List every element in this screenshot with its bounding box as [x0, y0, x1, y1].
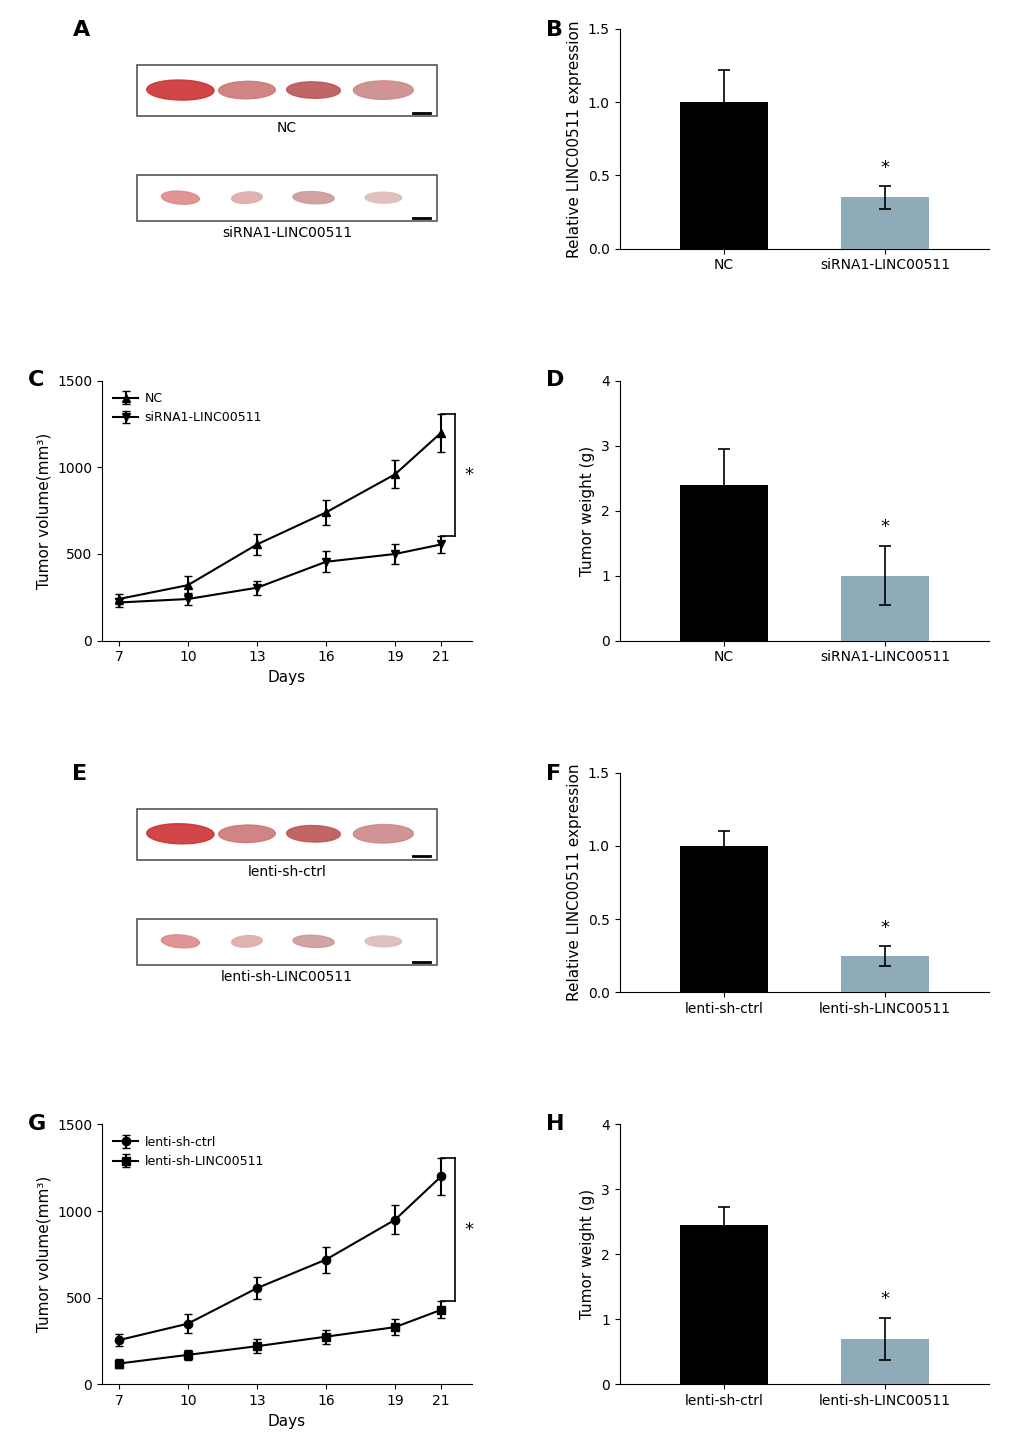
Text: *: * [464, 466, 473, 483]
Y-axis label: Relative LINC00511 expression: Relative LINC00511 expression [567, 764, 582, 1001]
Bar [680, 485, 767, 640]
Bar [840, 575, 928, 640]
Y-axis label: Tumor volume(mm³): Tumor volume(mm³) [37, 1177, 52, 1332]
Text: C: C [29, 371, 45, 391]
Text: A: A [72, 20, 90, 40]
Text: F: F [545, 764, 560, 784]
Legend: NC, siRNA1-LINC00511: NC, siRNA1-LINC00511 [108, 386, 267, 430]
Bar [680, 1226, 767, 1384]
Y-axis label: Tumor volume(mm³): Tumor volume(mm³) [37, 433, 52, 588]
Bar [840, 956, 928, 992]
Bar [840, 198, 928, 249]
Text: *: * [879, 919, 889, 937]
Bar [680, 846, 767, 992]
Y-axis label: Tumor weight (g): Tumor weight (g) [580, 446, 595, 575]
Bar [840, 1338, 928, 1384]
Text: *: * [879, 1289, 889, 1308]
Text: G: G [29, 1115, 46, 1133]
Legend: lenti-sh-ctrl, lenti-sh-LINC00511: lenti-sh-ctrl, lenti-sh-LINC00511 [108, 1131, 269, 1172]
Bar [680, 102, 767, 249]
Text: *: * [879, 518, 889, 536]
Text: *: * [879, 159, 889, 177]
Text: E: E [72, 764, 88, 784]
Y-axis label: Tumor weight (g): Tumor weight (g) [580, 1190, 595, 1319]
X-axis label: Days: Days [268, 1413, 306, 1429]
Y-axis label: Relative LINC00511 expression: Relative LINC00511 expression [567, 20, 582, 258]
Text: D: D [545, 371, 564, 391]
Text: B: B [545, 20, 562, 40]
X-axis label: Days: Days [268, 671, 306, 685]
Text: H: H [545, 1115, 564, 1133]
Text: *: * [464, 1221, 473, 1239]
